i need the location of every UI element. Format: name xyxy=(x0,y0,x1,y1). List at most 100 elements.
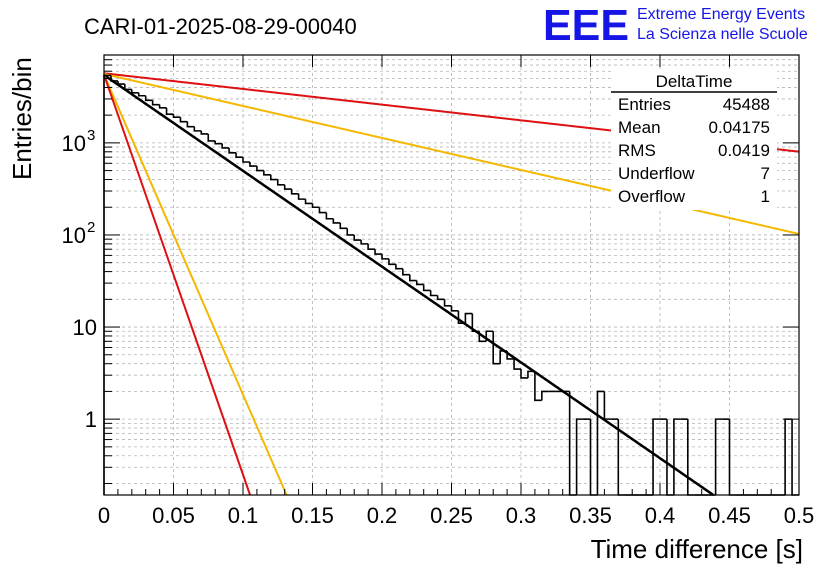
x-tick-label: 0 xyxy=(98,503,110,528)
curve-orange-fast xyxy=(103,74,288,496)
hist-bin xyxy=(596,390,605,495)
brand-line-1: Extreme Energy Events xyxy=(637,6,805,23)
hist-bin xyxy=(429,290,438,297)
stats-value: 1 xyxy=(761,187,770,206)
hist-bin xyxy=(221,143,230,149)
hist-bin xyxy=(207,133,216,142)
hist-bin xyxy=(186,121,195,128)
hist-bin xyxy=(575,418,584,495)
x-tick-label: 0.05 xyxy=(152,503,195,528)
x-tick-label: 0.5 xyxy=(784,503,815,528)
hist-bin xyxy=(311,203,320,209)
hist-bin xyxy=(318,207,327,214)
stats-value: 0.0419 xyxy=(718,141,770,160)
hist-bin xyxy=(290,189,299,195)
stats-value: 0.04175 xyxy=(709,118,770,137)
hist-bin xyxy=(388,258,396,266)
hist-bin xyxy=(103,74,111,495)
hist-bin xyxy=(165,107,174,115)
hist-bin xyxy=(402,268,410,276)
hist-bin xyxy=(513,358,521,370)
hist-bin xyxy=(450,305,459,312)
hist-bin xyxy=(249,161,257,167)
x-tick-label: 0.15 xyxy=(291,503,334,528)
hist-bin xyxy=(158,104,167,109)
hist-bin xyxy=(541,390,549,401)
hist-bin xyxy=(415,280,424,286)
y-tick-label: 10 xyxy=(73,315,97,340)
stats-rows: Entries 45488 Mean 0.04175 RMS 0.0419 Underflo… xyxy=(618,95,770,206)
stats-label: Overflow xyxy=(618,187,686,206)
hist-bin xyxy=(395,264,403,270)
hist-bin xyxy=(179,117,188,123)
x-tick-label: 0.2 xyxy=(367,503,398,528)
hist-bin xyxy=(200,130,209,135)
hist-bin xyxy=(568,391,577,496)
curve-fit xyxy=(103,74,715,497)
hist-bin xyxy=(325,212,334,220)
stats-label: Underflow xyxy=(618,164,695,183)
hist-bin xyxy=(332,218,341,224)
hist-bin xyxy=(485,330,494,342)
hist-bin xyxy=(492,331,501,365)
y-tick-label: 1 xyxy=(85,407,97,432)
hist-bin xyxy=(367,243,376,251)
eee-logo: EEE xyxy=(543,1,629,50)
hist-bin xyxy=(256,166,264,172)
stats-label: Entries xyxy=(618,95,671,114)
hist-bin xyxy=(297,193,306,200)
stats-value: 7 xyxy=(761,164,770,183)
x-tick-label: 0.3 xyxy=(506,503,537,528)
y-tick-exponent: 3 xyxy=(87,127,95,144)
brand-line-2: La Scienza nelle Scuole xyxy=(637,26,808,43)
hist-bin xyxy=(124,84,132,91)
hist-bin xyxy=(172,114,181,118)
hist-bin xyxy=(499,350,508,364)
grid-lines xyxy=(104,55,799,495)
hist-bin xyxy=(339,222,348,230)
hist-bin xyxy=(137,92,146,97)
hist-bin xyxy=(464,312,473,324)
hist-bin xyxy=(263,170,271,176)
hist-bin xyxy=(214,140,223,145)
hist-bin xyxy=(478,331,487,343)
hist-bin xyxy=(110,75,118,82)
hist-bin xyxy=(117,80,125,85)
x-axis-label: Time difference [s] xyxy=(591,534,803,564)
hist-bin xyxy=(409,274,417,282)
stats-value: 45488 xyxy=(723,95,770,114)
x-tick-label: 0.45 xyxy=(708,503,751,528)
hist-bin xyxy=(346,228,355,236)
hist-bin xyxy=(534,371,542,402)
hist-bin xyxy=(520,369,528,379)
hist-bin xyxy=(714,418,723,495)
hist-bin xyxy=(443,299,452,307)
x-axis-ticks: 0 0.05 0.1 0.15 0.2 0.25 0.3 0.35 0.4 0.45 0.5 xyxy=(98,55,814,528)
hist-bin xyxy=(360,240,369,245)
hist-bin xyxy=(374,249,382,255)
hist-bin xyxy=(457,310,466,325)
hist-bin xyxy=(506,350,515,360)
hist-bin xyxy=(652,418,660,495)
x-tick-label: 0.35 xyxy=(569,503,612,528)
hist-bin xyxy=(242,157,250,163)
hist-bin xyxy=(276,179,285,186)
hist-bin xyxy=(144,95,153,102)
hist-bin xyxy=(235,152,243,158)
y-tick-exponent: 2 xyxy=(87,219,95,236)
hist-bin xyxy=(436,295,445,301)
y-axis-label: Entries/bin xyxy=(7,57,37,180)
stats-title: DeltaTime xyxy=(656,72,733,91)
hist-bin xyxy=(151,100,160,106)
stats-label: RMS xyxy=(618,141,656,160)
hist-bin xyxy=(353,234,362,241)
y-tick-label: 10 xyxy=(62,131,86,156)
hist-bin xyxy=(270,174,278,181)
hist-bin xyxy=(193,126,202,132)
hist-bin xyxy=(673,418,681,495)
curve-red-fast xyxy=(103,74,252,496)
hist-bin xyxy=(381,254,389,260)
hist-bin xyxy=(131,89,139,94)
hist-bin xyxy=(304,199,313,205)
